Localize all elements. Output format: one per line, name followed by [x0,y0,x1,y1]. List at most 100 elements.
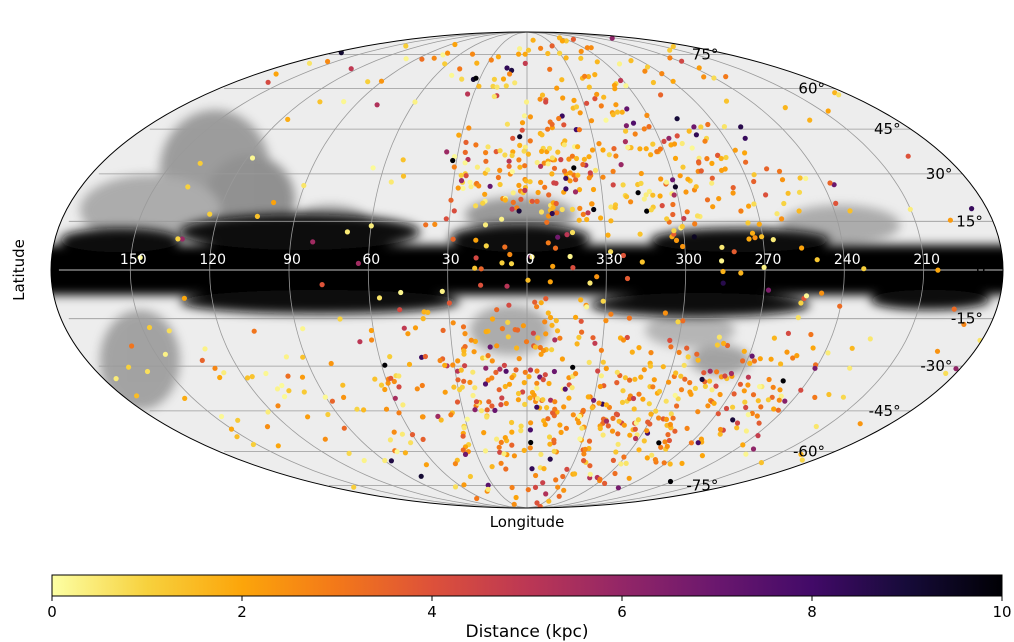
data-point [649,207,654,212]
data-point [523,61,528,66]
data-point [473,142,478,147]
data-point [501,76,506,81]
data-point [642,126,647,131]
data-point [664,180,669,185]
data-point [397,307,402,312]
data-point [512,453,517,458]
data-point [539,149,544,154]
data-point [425,310,430,315]
data-point [733,148,738,153]
data-point [484,329,489,334]
data-point [772,336,777,341]
data-point [526,374,531,379]
data-point [701,370,706,375]
data-point [467,380,472,385]
data-point [841,395,846,400]
data-point [488,184,493,189]
data-point [752,235,757,240]
data-point [461,379,466,384]
data-point [757,222,762,227]
data-point [507,71,512,76]
data-point [630,350,635,355]
latitude-tick-label: -15° [951,310,983,328]
data-point [455,399,460,404]
data-point [627,476,632,481]
data-point [776,408,781,413]
data-point [566,396,571,401]
data-point [746,375,751,380]
data-point [533,344,538,349]
data-point [559,77,564,82]
data-point [498,148,503,153]
data-point [613,205,618,210]
data-point [555,150,560,155]
data-point [528,395,533,400]
data-point [573,371,578,376]
data-point [600,175,605,180]
data-point [432,56,437,61]
data-point [588,170,593,175]
data-point [547,442,552,447]
data-point [738,382,743,387]
data-point [470,370,475,375]
data-point [484,414,489,419]
data-point [530,199,535,204]
longitude-tick-label: 60 [362,252,380,268]
data-point [633,131,638,136]
data-point [759,460,764,465]
data-point [611,169,616,174]
data-point [421,437,426,442]
data-point [577,127,582,132]
data-point [550,122,555,127]
data-point [534,368,539,373]
data-point [464,173,469,178]
data-point [396,410,401,415]
data-point [285,117,290,122]
data-point [608,218,613,223]
data-point [716,411,721,416]
data-point [614,380,619,385]
latitude-tick-label: -30° [920,357,952,375]
data-point [525,278,530,283]
data-point [644,428,649,433]
data-point [134,393,139,398]
data-point [413,325,418,330]
data-point [200,358,205,363]
data-point [493,370,498,375]
data-point [699,168,704,173]
data-point [448,198,453,203]
data-point [729,371,734,376]
data-point [751,392,756,397]
data-point [698,124,703,129]
data-point [624,194,629,199]
data-point [512,80,517,85]
data-point [548,315,553,320]
data-point [250,374,255,379]
data-point [664,417,669,422]
data-point [276,443,281,448]
data-point [625,145,630,150]
data-point [438,358,443,363]
data-point [475,165,480,170]
data-point [560,38,565,43]
data-point [349,66,354,71]
data-point [826,392,831,397]
data-point [325,412,330,417]
data-point [664,216,669,221]
data-point [808,332,813,337]
latitude-tick-label: 75° [692,45,719,63]
data-point [577,218,582,223]
data-point [379,383,384,388]
data-point [551,205,556,210]
data-point [621,182,626,187]
data-point [756,398,761,403]
data-point [718,432,723,437]
data-point [687,380,692,385]
data-point [365,79,370,84]
data-point [506,303,511,308]
data-point [449,73,454,78]
data-point [473,238,478,243]
data-point [450,158,455,163]
data-point [603,118,608,123]
data-point [705,403,710,408]
